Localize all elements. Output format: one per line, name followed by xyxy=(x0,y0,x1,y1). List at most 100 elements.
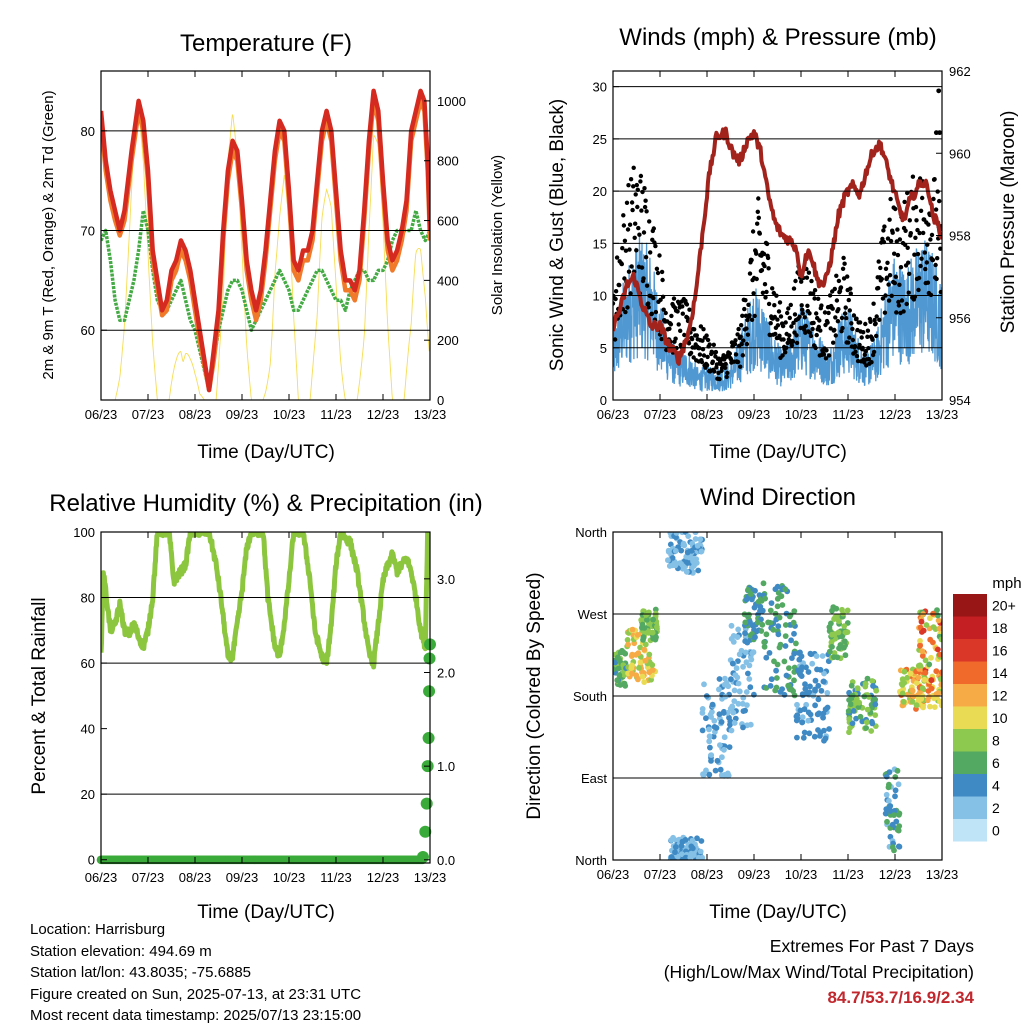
gust-point xyxy=(819,303,824,308)
direction-point xyxy=(779,602,786,608)
direction-point xyxy=(936,625,942,632)
gust-point xyxy=(647,219,652,224)
direction-point xyxy=(616,657,623,663)
direction-point xyxy=(841,623,848,629)
direction-point xyxy=(629,662,635,669)
gust-point xyxy=(828,326,833,331)
direction-point xyxy=(899,682,906,688)
gust-point xyxy=(625,305,630,310)
direction-point xyxy=(835,629,842,636)
temp_2m-line xyxy=(101,88,430,393)
gust-point xyxy=(835,319,841,324)
gust-point xyxy=(747,271,753,276)
direction-point xyxy=(742,707,748,714)
gust-point xyxy=(624,200,630,205)
direction-point xyxy=(708,752,715,758)
gust-point xyxy=(814,311,819,316)
gust-point xyxy=(913,204,919,210)
gust-point xyxy=(830,306,835,311)
direction-point xyxy=(938,681,942,688)
direction-point xyxy=(844,607,851,614)
direction-point xyxy=(937,676,942,682)
direction-point xyxy=(917,638,923,644)
direction-point xyxy=(644,617,650,623)
y-right-tick-label: 200 xyxy=(437,333,459,348)
gust-point xyxy=(878,265,883,271)
gust-point xyxy=(644,283,650,288)
direction-point xyxy=(643,612,649,618)
gust-point xyxy=(921,230,926,236)
gust-point xyxy=(642,186,647,191)
gust-point xyxy=(841,255,846,261)
direction-point xyxy=(697,848,704,855)
direction-point xyxy=(752,587,758,594)
direction-point xyxy=(646,651,653,658)
direction-point xyxy=(745,587,751,593)
gust-point xyxy=(623,309,628,315)
gust-point xyxy=(740,353,745,358)
direction-point xyxy=(673,532,680,536)
direction-point xyxy=(726,744,733,750)
direction-point xyxy=(774,603,781,610)
gust-point xyxy=(894,239,899,244)
direction-point xyxy=(938,636,942,643)
x-tick-label: 08/23 xyxy=(691,407,724,422)
direction-point xyxy=(799,714,806,721)
direction-point xyxy=(805,669,812,675)
direction-point xyxy=(734,634,741,640)
direction-point xyxy=(765,619,771,626)
direction-point xyxy=(842,652,849,659)
gust-point xyxy=(838,285,844,290)
direction-point xyxy=(863,719,870,726)
x-tick-label: 10/23 xyxy=(273,407,306,422)
gust-point xyxy=(756,196,761,201)
x-tick-label: 07/23 xyxy=(644,407,677,422)
gust-point xyxy=(793,278,798,284)
gust-point xyxy=(908,231,913,236)
direction-point xyxy=(736,688,743,695)
direction-point xyxy=(935,617,942,624)
direction-point xyxy=(653,634,659,641)
dir-title: Wind Direction xyxy=(700,484,856,511)
gust-point xyxy=(922,250,927,255)
direction-point xyxy=(692,536,699,542)
gust-point xyxy=(639,265,645,270)
gust-point xyxy=(627,222,633,227)
direction-point xyxy=(761,639,768,646)
direction-point xyxy=(917,642,923,649)
direction-point xyxy=(719,754,725,761)
y-right-tick-label: 962 xyxy=(949,64,971,79)
direction-point xyxy=(642,641,649,648)
direction-point xyxy=(747,721,754,728)
direction-point xyxy=(649,662,656,668)
gust-point xyxy=(845,274,850,279)
direction-point xyxy=(817,733,823,739)
gust-point xyxy=(626,269,632,274)
direction-point xyxy=(745,670,751,677)
direction-point xyxy=(891,808,898,814)
gust-point xyxy=(809,278,814,284)
gust-point xyxy=(723,361,728,367)
direction-point xyxy=(731,698,738,704)
gust-point xyxy=(924,260,929,265)
direction-point xyxy=(918,618,925,625)
x-tick-label: 07/23 xyxy=(132,407,165,422)
gust-point xyxy=(781,337,786,342)
gust-point xyxy=(899,298,905,303)
gust-point xyxy=(775,323,781,328)
winds-plot: 0 5 10 15 20 25 30 954 956 958 960 962 06/23 07/23 08/… xyxy=(593,64,971,422)
rh-precip-plot: 0 20 40 60 80 100 0.0 1.0 2.0 3.0 06/23 07/23 08/23 0… xyxy=(73,525,455,885)
x-tick-label: 06/23 xyxy=(597,867,630,882)
gust-point xyxy=(806,270,812,275)
direction-point xyxy=(762,595,768,602)
direction-point xyxy=(718,719,725,725)
gust-point xyxy=(680,304,685,309)
gust-point xyxy=(890,230,895,235)
gust-point xyxy=(848,291,853,296)
direction-point xyxy=(672,562,679,569)
gust-point xyxy=(712,369,717,374)
gust-point xyxy=(850,337,856,343)
gust-point xyxy=(714,362,720,367)
direction-point xyxy=(797,707,804,714)
gust-point xyxy=(840,325,845,331)
